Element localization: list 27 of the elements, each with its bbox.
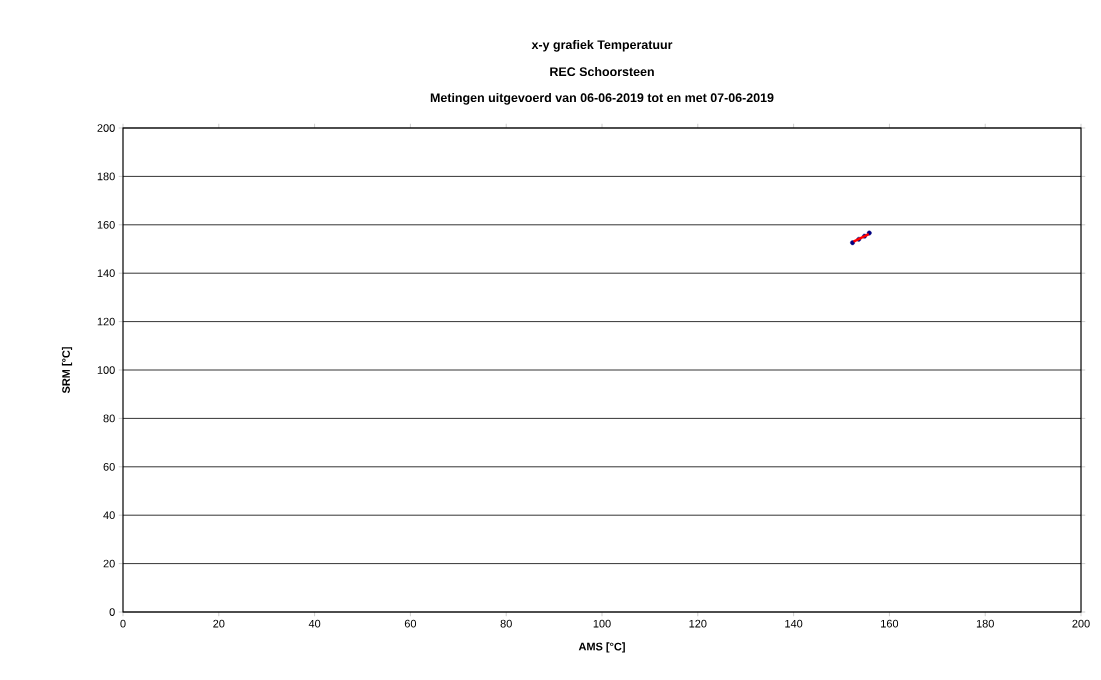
y-axis-title: SRM [°C] [61, 347, 73, 394]
y-tick-label: 160 [97, 220, 115, 229]
y-tick-label: 80 [103, 414, 115, 423]
x-tick-label: 160 [881, 619, 899, 628]
y-tick-label: 120 [97, 317, 115, 326]
x-tick-label: 120 [689, 619, 707, 628]
x-axis-title: AMS [°C] [578, 642, 625, 653]
x-tick-label: 140 [785, 619, 803, 628]
y-tick-label: 20 [103, 559, 115, 568]
x-tick-label: 20 [213, 619, 225, 628]
y-tick-label: 100 [97, 366, 115, 374]
x-tick-label: 0 [120, 619, 126, 628]
x-tick-label: 40 [308, 619, 321, 628]
y-tick-label: 200 [97, 124, 115, 132]
chart-title: x-y grafiek Temperatuur [531, 39, 673, 52]
y-tick-label: 140 [97, 269, 115, 278]
text: Metingen uitgevoerd van 06-06-2019 tot en met 07-06-2019 [430, 92, 774, 105]
y-tick-label: 60 [103, 462, 115, 471]
y-tick-label: 40 [103, 511, 115, 520]
y-tick-label: 0 [109, 608, 115, 616]
x-tick-label: 60 [404, 619, 417, 628]
y-tick-label: 180 [97, 172, 115, 181]
x-tick-label: 180 [976, 619, 994, 628]
x-tick-label: 80 [500, 619, 512, 628]
chart-subtitle: REC Schoorsteen [550, 66, 654, 77]
x-tick-label: 200 [1072, 619, 1090, 628]
x-tick-label: 100 [593, 619, 611, 628]
